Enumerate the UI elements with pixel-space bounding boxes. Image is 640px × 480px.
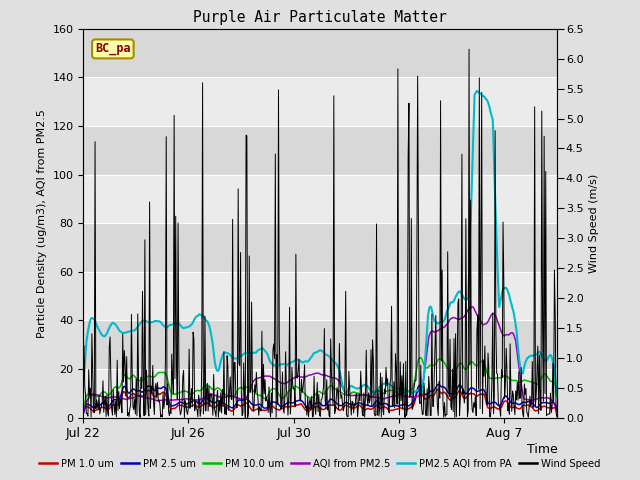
Bar [83,175,557,223]
Bar [83,369,557,418]
Bar [83,321,557,369]
Y-axis label: Particle Density (ug/m3), AQI from PM2.5: Particle Density (ug/m3), AQI from PM2.5 [36,109,47,337]
Legend: PM 1.0 um, PM 2.5 um, PM 10.0 um, AQI from PM2.5, PM2.5 AQI from PA, Wind Speed: PM 1.0 um, PM 2.5 um, PM 10.0 um, AQI fr… [35,455,605,473]
Title: Purple Air Particulate Matter: Purple Air Particulate Matter [193,10,447,25]
Bar [83,126,557,175]
Y-axis label: Wind Speed (m/s): Wind Speed (m/s) [589,174,599,273]
X-axis label: Time: Time [527,443,558,456]
Bar [83,272,557,321]
Text: BC_pa: BC_pa [95,42,131,55]
Bar [83,77,557,126]
Bar [83,29,557,77]
Bar [83,223,557,272]
